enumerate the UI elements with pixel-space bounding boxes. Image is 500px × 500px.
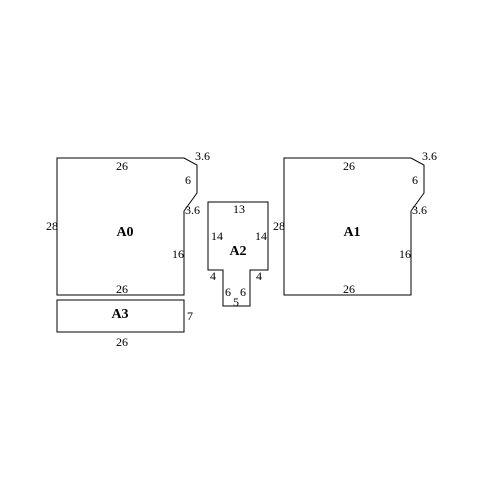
edge-label-A2-6: 4: [210, 269, 216, 283]
edge-label-A2-4: 5: [233, 295, 239, 309]
edge-label-A1-6: 28: [273, 219, 285, 233]
edge-label-A0-0: 26: [116, 159, 128, 173]
edge-label-A0-5: 26: [116, 282, 128, 296]
edge-label-A0-6: 28: [46, 219, 58, 233]
edge-label-A1-4: 16: [399, 247, 411, 261]
edge-label-A0-3: 3.6: [185, 203, 200, 217]
edge-label-A3-1: 26: [116, 335, 128, 349]
shape-label-A1: A1: [343, 225, 360, 240]
edge-label-A1-1: 3.6: [422, 149, 437, 163]
edge-label-A0-2: 6: [185, 173, 191, 187]
edge-label-A1-5: 26: [343, 282, 355, 296]
edge-label-A0-4: 16: [172, 247, 184, 261]
edge-label-A0-1: 3.6: [195, 149, 210, 163]
shape-label-A2: A2: [229, 244, 246, 259]
edge-label-A2-0: 13: [233, 202, 245, 216]
edge-label-A2-7: 14: [211, 229, 223, 243]
edge-label-A3-0: 7: [187, 309, 193, 323]
edge-label-A1-0: 26: [343, 159, 355, 173]
shape-label-A0: A0: [116, 225, 133, 240]
edge-label-A2-3: 6: [240, 285, 246, 299]
edge-label-A2-1: 14: [255, 229, 267, 243]
edge-label-A1-2: 6: [412, 173, 418, 187]
edge-label-A2-5: 6: [225, 285, 231, 299]
shape-label-A3: A3: [111, 307, 128, 322]
edge-label-A1-3: 3.6: [412, 203, 427, 217]
edge-label-A2-2: 4: [256, 269, 262, 283]
